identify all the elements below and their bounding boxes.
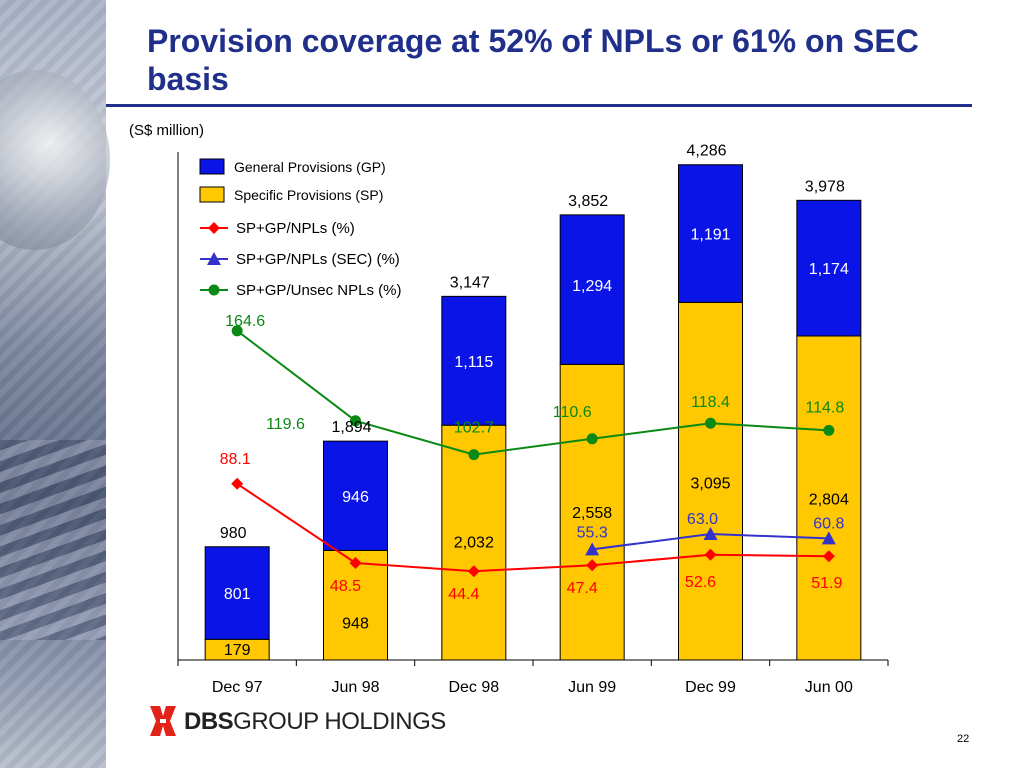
x-tick-label: Jun 98 [331,679,379,696]
sp-value-label: 2,558 [572,505,612,522]
legend-swatch [199,158,225,175]
sp-value-label: 3,095 [690,475,730,492]
legend-entry: Specific Provisions (SP) [234,187,383,203]
marker-diamond [208,222,220,234]
bar-specific-provisions [559,363,625,661]
line-value-label: 44.4 [448,586,479,603]
bar-specific-provisions [678,301,743,661]
line-value-label: 55.3 [577,524,608,541]
line-value-label: 60.8 [813,515,844,532]
total-value-label: 3,852 [568,193,608,210]
slide-title: Provision coverage at 52% of NPLs or 61%… [147,23,919,97]
legend-entry: General Provisions (GP) [234,159,386,175]
marker-diamond [704,548,717,561]
sp-value-label: 2,804 [809,491,849,508]
line-value-label: 118.4 [691,394,730,411]
line-value-label: 63.0 [687,511,718,528]
marker-circle [823,424,835,436]
dbs-logo-mark [150,706,176,736]
bar-general-provisions [559,214,625,365]
keyboard-image [0,440,106,640]
marker-diamond [586,559,599,572]
gp-value-label: 1,115 [454,354,493,371]
bar-specific-provisions [796,335,862,661]
sp-value-label: 2,032 [454,534,494,551]
sp-value-label: 179 [224,642,251,659]
bar-specific-provisions [441,424,507,661]
marker-triangle [585,542,600,556]
gp-value-label: 1,174 [809,261,849,278]
line-value-label: 52.6 [685,574,716,591]
x-tick-label: Jun 99 [568,679,616,696]
page-number: 22 [957,733,970,745]
marker-circle [208,284,220,296]
x-tick-label: Jun 00 [805,679,853,696]
marker-diamond [349,557,362,569]
bars [204,164,862,661]
logo-mark-center [160,719,166,723]
line-value-label: 88.1 [220,451,251,468]
bar-general-provisions [204,546,270,640]
marker-triangle [821,531,836,545]
marker-circle [468,449,480,461]
marker-circle [705,417,716,429]
line-value-label: 47.4 [567,580,598,597]
line-value-label: 48.5 [330,578,361,595]
total-value-label: 1,894 [331,419,371,436]
legend-entry: SP+GP/Unsec NPLs (%) [236,282,401,299]
line-value-label: 102.7 [454,420,494,437]
line-value-label: 114.8 [805,399,844,416]
line-value-label: 51.9 [811,575,842,592]
marker-circle [231,325,243,337]
bar-general-provisions [441,295,507,426]
total-value-label: 3,147 [450,274,490,291]
lines [231,325,836,578]
total-value-label: 4,286 [686,143,726,160]
marker-diamond [231,477,244,490]
line-value-label: 119.6 [266,416,305,433]
bar-general-provisions [323,440,388,551]
line-value-label: 164.6 [225,313,265,330]
sp-value-label: 948 [342,615,369,632]
total-value-label: 3,978 [805,178,845,195]
x-tick-label: Dec 98 [448,679,499,696]
series-line [236,330,829,456]
bar-general-provisions [678,164,743,303]
logo-text: DBSGROUP HOLDINGS [184,708,446,735]
data-labels: 179 801 980 948 946 1,894 2,032 1,115 3,147 2,558… [220,143,849,659]
marker-triangle [207,252,221,265]
title-underline [106,104,972,107]
unit-label: (S$ million) [129,122,205,139]
marker-diamond [822,550,835,563]
x-tick-labels: Dec 97 Jun 98 Dec 98 Jun 99 Dec 99 Jun 00 [212,679,853,696]
legend-entry: SP+GP/NPLs (%) [236,220,355,237]
series-line [236,482,829,573]
legend-swatch [199,186,225,203]
total-value-label: 980 [220,525,247,542]
line-value-label: 110.6 [553,404,592,421]
x-tick-label: Dec 97 [212,679,263,696]
marker-triangle [703,527,718,540]
marker-circle [350,415,361,427]
x-tick-label: Dec 99 [685,679,736,696]
chart-axes [177,152,889,666]
legend: General Provisions (GP) Specific Provisio… [199,158,401,299]
gp-value-label: 1,191 [690,227,730,244]
gp-value-label: 946 [342,489,369,506]
legend-entry: SP+GP/NPLs (SEC) (%) [236,251,400,268]
marker-circle [586,433,598,445]
marker-diamond [467,565,480,578]
bar-general-provisions [796,199,862,337]
gp-value-label: 1,294 [572,278,612,295]
gp-value-label: 801 [224,586,251,603]
side-photo-decoration [0,0,110,768]
